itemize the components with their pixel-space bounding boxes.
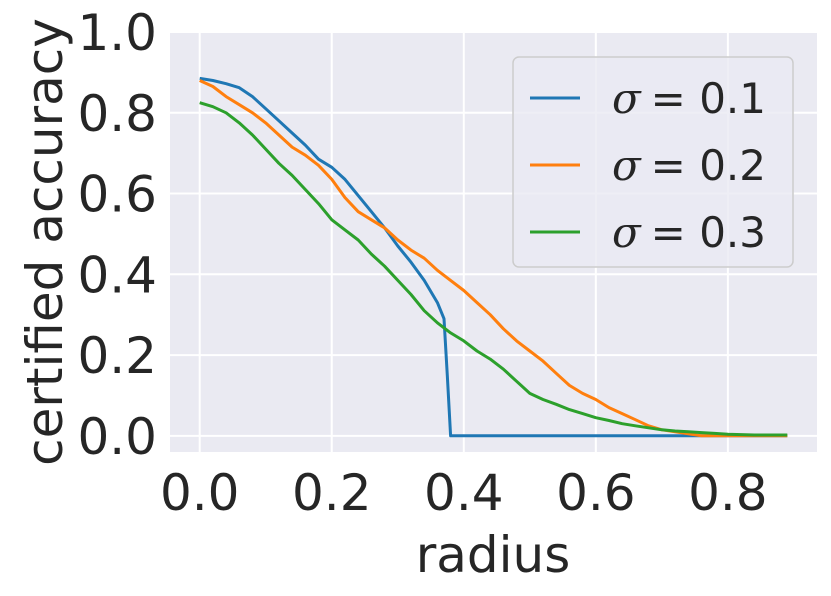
legend-sigma-symbol: σ: [612, 74, 642, 123]
legend-sigma-value: = 0.3: [651, 208, 766, 257]
x-tick-label: 0.2: [292, 464, 372, 522]
series-lines: [199, 76, 788, 438]
legend-sigma-symbol: σ: [612, 208, 642, 257]
series-line-3: [199, 101, 788, 437]
x-tick-labels: 0.0 0.2 0.4 0.6 0.8: [160, 464, 768, 522]
y-tick-label: 0.6: [77, 166, 157, 224]
legend-sigma-value: = 0.2: [651, 141, 766, 190]
y-tick-label: 0.8: [77, 85, 157, 143]
x-tick-label: 0.8: [688, 464, 768, 522]
y-axis-label: certified accuracy: [16, 18, 74, 466]
y-tick-label: 0.2: [77, 327, 157, 385]
legend-sigma-symbol: σ: [612, 141, 642, 190]
y-tick-label: 1.0: [77, 4, 157, 62]
y-tick-label: 0.0: [77, 408, 157, 466]
legend: σ = 0.1σ = 0.2σ = 0.3: [512, 56, 794, 268]
legend-box: [512, 56, 794, 268]
legend-label-3: σ = 0.3: [612, 208, 766, 257]
y-tick-labels: 0.0 0.2 0.4 0.6 0.8 1.0: [77, 4, 157, 466]
y-tick-label: 0.4: [77, 246, 157, 304]
series-line-1: [199, 76, 788, 438]
series-line-2: [199, 79, 788, 438]
legend-label-1: σ = 0.1: [612, 74, 766, 123]
x-axis-label: radius: [416, 526, 571, 584]
x-tick-label: 0.4: [424, 464, 504, 522]
legend-sigma-value: = 0.1: [651, 74, 766, 123]
x-tick-label: 0.6: [556, 464, 636, 522]
x-tick-label: 0.0: [160, 464, 240, 522]
legend-label-2: σ = 0.2: [612, 141, 766, 190]
